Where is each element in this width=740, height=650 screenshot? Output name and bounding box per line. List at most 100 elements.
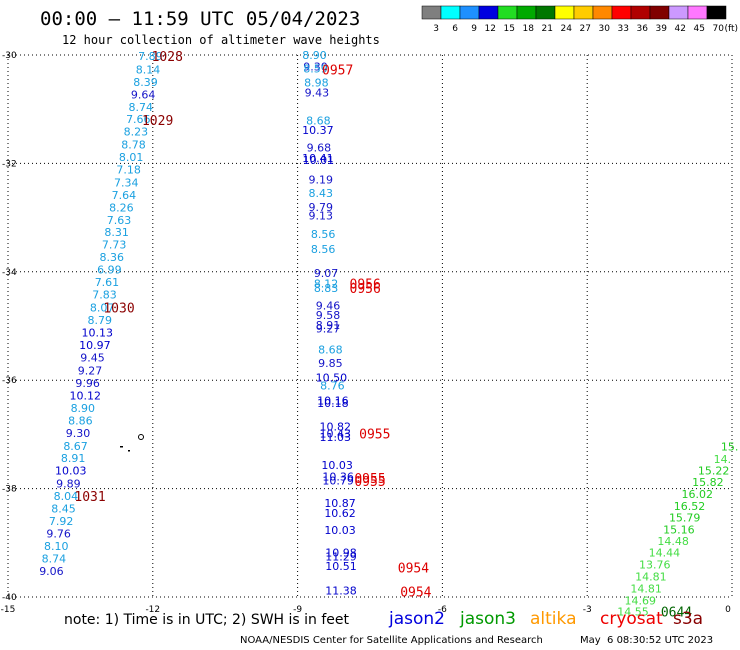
pass-time-label: 0956 bbox=[350, 278, 381, 293]
swh-value-label: 10.03 bbox=[55, 465, 87, 478]
x-tick-label: -9 bbox=[293, 605, 302, 615]
pass-time-label: 1028 bbox=[152, 50, 183, 65]
y-tick-label: -36 bbox=[2, 376, 17, 386]
satellite-name: s3a bbox=[673, 609, 704, 629]
swh-value-label: 7.83 bbox=[92, 289, 117, 302]
swh-value-label: 14. bbox=[714, 453, 732, 466]
swh-value-label: 9.96 bbox=[75, 377, 100, 390]
swh-value-label: 11.38 bbox=[325, 584, 357, 597]
legend-label: 15 bbox=[504, 24, 515, 34]
swh-value-label: 9.30 bbox=[303, 60, 328, 73]
page-title: 00:00 — 11:59 UTC 05/04/2023 bbox=[40, 8, 361, 30]
swh-value-label: 8.90 bbox=[71, 402, 96, 415]
y-tick-label: -30 bbox=[2, 51, 17, 61]
swh-value-label: 7.92 bbox=[49, 515, 74, 528]
swh-value-label: 9.64 bbox=[131, 89, 156, 102]
pass-time-label: 1030 bbox=[103, 302, 134, 317]
swh-value-label: 8.91 bbox=[316, 319, 341, 332]
footnote: note: 1) Time is in UTC; 2) SWH is in fe… bbox=[64, 612, 350, 628]
swh-value-label: 10.79 bbox=[322, 474, 354, 487]
legend-label: 24 bbox=[561, 24, 573, 34]
swh-value-label: 8.10 bbox=[44, 540, 69, 553]
swh-value-label: 13.76 bbox=[639, 558, 671, 571]
swh-value-label: 8.39 bbox=[133, 76, 158, 89]
x-tick-label: 0 bbox=[725, 605, 731, 615]
swh-value-label: 7.89 bbox=[138, 50, 163, 63]
swh-value-label: 8.74 bbox=[128, 101, 153, 114]
swh-value-label: 14.48 bbox=[657, 535, 689, 548]
satellite-name: jason3 bbox=[460, 609, 516, 629]
swh-value-label: 9.76 bbox=[46, 528, 71, 541]
legend-label: 30 bbox=[599, 24, 611, 34]
legend-label: 12 bbox=[485, 24, 496, 34]
swh-value-label: 8.68 bbox=[318, 343, 343, 356]
swh-value-label: 8.79 bbox=[87, 314, 112, 327]
legend-item: 15 bbox=[497, 5, 518, 34]
island-outline bbox=[138, 434, 144, 440]
swh-value-label: 7.61 bbox=[95, 276, 120, 289]
pass-time-label: 0644 bbox=[661, 606, 692, 621]
x-tick-label: -12 bbox=[145, 605, 160, 615]
legend-item: 3 bbox=[421, 5, 442, 34]
swh-value-label: 9.89 bbox=[56, 478, 81, 491]
swh-value-label: 7.64 bbox=[112, 189, 137, 202]
swh-value-label: 8.59 bbox=[303, 63, 328, 76]
swh-value-label: 15.16 bbox=[663, 523, 695, 536]
swh-value-label: 9.45 bbox=[80, 351, 105, 364]
swh-value-label: 8.86 bbox=[68, 414, 93, 427]
pass-time-label: 0954 bbox=[398, 562, 429, 577]
swh-value-label: 14.81 bbox=[635, 570, 667, 583]
y-tick-label: -40 bbox=[2, 593, 17, 603]
x-tick-label: -15 bbox=[1, 605, 16, 615]
swh-value-label: 15.22 bbox=[698, 465, 730, 478]
swh-value-label: 9.58 bbox=[316, 309, 341, 322]
swh-value-label: 15.79 bbox=[669, 511, 701, 524]
pass-time-label: 1031 bbox=[74, 490, 105, 505]
generation-timestamp: May 6 08:30:52 UTC 2023 bbox=[580, 635, 714, 646]
swh-value-label: 9.46 bbox=[316, 299, 341, 312]
pass-time-label: 0955 bbox=[354, 475, 385, 490]
legend-item: 70 bbox=[706, 5, 727, 34]
swh-value-label: 10.50 bbox=[316, 371, 348, 384]
satellite-name: cryosat bbox=[600, 609, 663, 629]
swh-value-label: 10.03 bbox=[321, 459, 353, 472]
swh-value-label: 9.19 bbox=[309, 174, 334, 187]
legend-label: 33 bbox=[618, 24, 629, 34]
swh-value-label: 7.63 bbox=[107, 214, 132, 227]
legend-label: 45 bbox=[694, 24, 705, 34]
legend-item: 30 bbox=[592, 5, 613, 34]
swh-value-label: 10.18 bbox=[317, 397, 349, 410]
legend-item: 45 bbox=[687, 5, 708, 34]
island-outline bbox=[128, 450, 130, 452]
swh-value-label: 6.99 bbox=[97, 264, 122, 277]
swh-value-label: 8.98 bbox=[304, 77, 329, 90]
swh-value-label: 10.03 bbox=[324, 524, 356, 537]
swh-value-label: 9.68 bbox=[307, 142, 332, 155]
swh-value-label: 10.98 bbox=[325, 547, 357, 560]
pass-time-label: 0954 bbox=[400, 586, 431, 601]
pass-time-label: 0957 bbox=[322, 64, 353, 79]
swh-value-label: 9.85 bbox=[318, 357, 343, 370]
color-legend: 3 6 9 12 15 18 21 24 27 30 33 36 39 42 45 70 (ft) bbox=[421, 5, 738, 34]
swh-value-label: 14.69 bbox=[625, 594, 657, 607]
y-tick-label: -38 bbox=[2, 485, 17, 495]
swh-value-label: 7.66 bbox=[126, 113, 151, 126]
swh-value-label: 8.78 bbox=[121, 138, 146, 151]
swh-value-label: 10.01 bbox=[303, 154, 335, 167]
legend-label: 3 bbox=[433, 24, 439, 34]
swh-value-label: 11.29 bbox=[325, 550, 357, 563]
swh-value-label: 9.13 bbox=[309, 209, 334, 222]
legend-label: 70 bbox=[713, 24, 725, 34]
swh-value-label: 10.12 bbox=[69, 389, 101, 402]
swh-value-label: 10.36 bbox=[322, 471, 354, 484]
legend-label: 27 bbox=[580, 24, 591, 34]
swh-value-label: 8.36 bbox=[100, 251, 125, 264]
satellite-name: jason2 bbox=[389, 609, 445, 629]
island-outline bbox=[120, 446, 123, 448]
swh-value-label: 8.07 bbox=[90, 302, 115, 315]
swh-value-label: 16.52 bbox=[674, 500, 706, 513]
legend-label: 18 bbox=[523, 24, 535, 34]
swh-value-label: 9.43 bbox=[305, 86, 330, 99]
swh-value-label: 16.02 bbox=[681, 488, 713, 501]
